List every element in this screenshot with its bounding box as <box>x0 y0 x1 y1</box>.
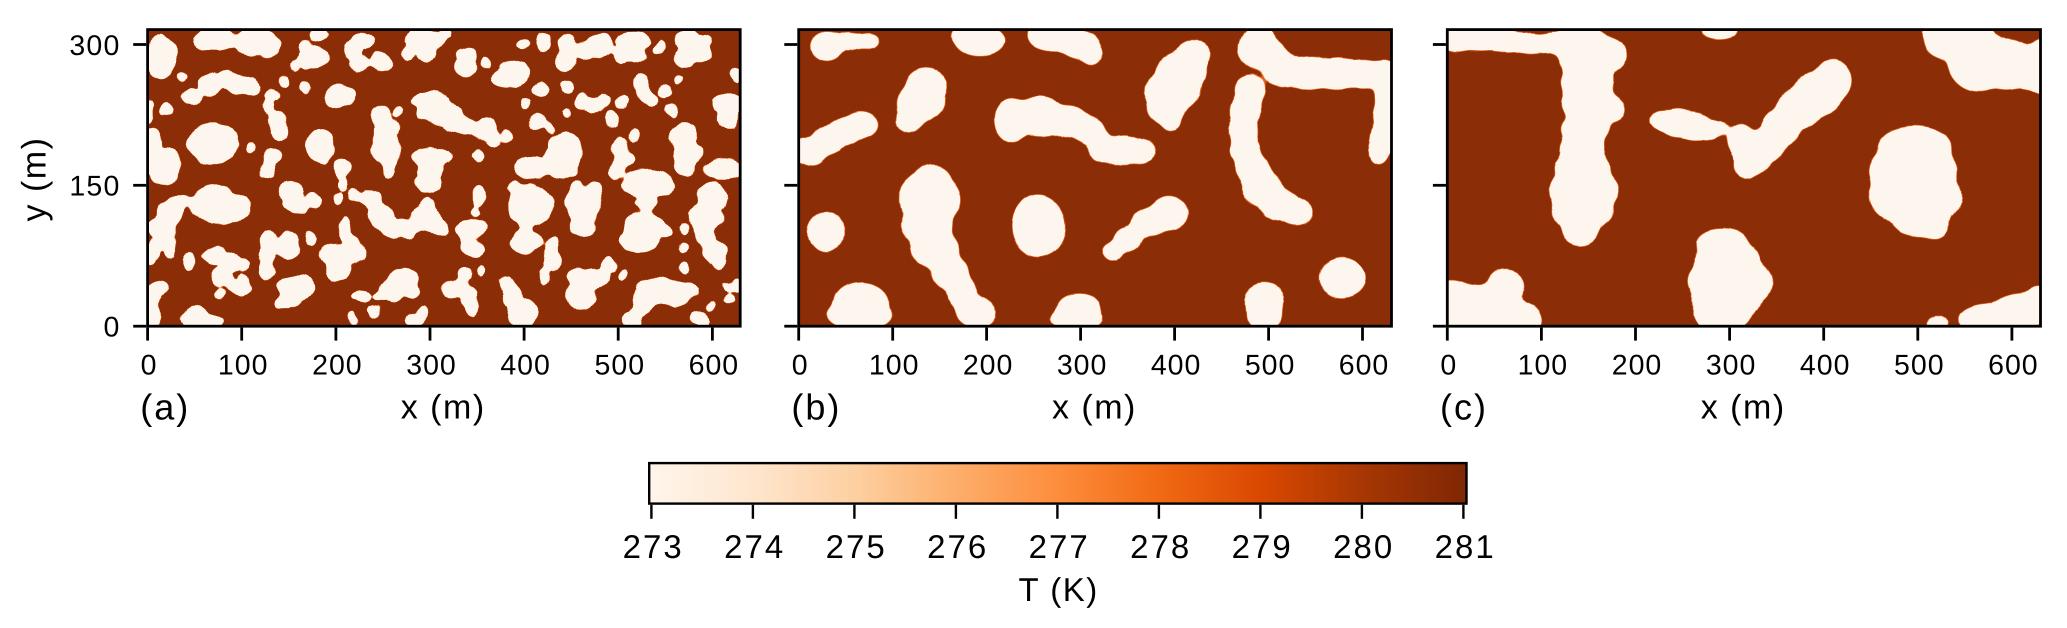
svg-text:x (m): x (m) <box>401 389 486 427</box>
svg-text:200: 200 <box>312 350 363 382</box>
svg-text:(c): (c) <box>1440 387 1488 428</box>
svg-text:273: 273 <box>623 528 684 565</box>
svg-text:500: 500 <box>1894 350 1945 382</box>
svg-text:276: 276 <box>927 528 988 565</box>
svg-text:600: 600 <box>1988 350 2039 382</box>
svg-text:600: 600 <box>689 350 740 382</box>
svg-text:0: 0 <box>141 350 158 382</box>
svg-text:278: 278 <box>1130 528 1191 565</box>
svg-text:300: 300 <box>406 350 457 382</box>
svg-text:300: 300 <box>1706 350 1757 382</box>
svg-text:300: 300 <box>69 30 120 62</box>
svg-text:100: 100 <box>1518 350 1569 382</box>
svg-text:500: 500 <box>595 350 646 382</box>
svg-text:300: 300 <box>1057 350 1108 382</box>
svg-text:274: 274 <box>724 528 785 565</box>
svg-text:0: 0 <box>103 312 120 344</box>
svg-text:279: 279 <box>1232 528 1293 565</box>
svg-text:400: 400 <box>500 350 551 382</box>
svg-text:100: 100 <box>218 350 269 382</box>
svg-text:(a): (a) <box>140 387 190 428</box>
svg-text:281: 281 <box>1435 528 1496 565</box>
svg-text:275: 275 <box>826 528 887 565</box>
svg-text:600: 600 <box>1339 350 1390 382</box>
svg-text:280: 280 <box>1333 528 1394 565</box>
svg-text:277: 277 <box>1029 528 1090 565</box>
svg-text:100: 100 <box>869 350 920 382</box>
svg-text:0: 0 <box>1440 350 1457 382</box>
svg-text:0: 0 <box>792 350 809 382</box>
svg-text:400: 400 <box>1800 350 1851 382</box>
svg-text:150: 150 <box>69 171 120 203</box>
svg-text:y (m): y (m) <box>16 137 54 222</box>
svg-text:200: 200 <box>963 350 1014 382</box>
svg-text:200: 200 <box>1612 350 1663 382</box>
svg-text:x (m): x (m) <box>1701 389 1786 427</box>
svg-text:x (m): x (m) <box>1052 389 1137 427</box>
svg-text:500: 500 <box>1245 350 1296 382</box>
svg-text:T (K): T (K) <box>1018 571 1098 608</box>
svg-text:400: 400 <box>1151 350 1202 382</box>
svg-text:(b): (b) <box>791 387 841 428</box>
